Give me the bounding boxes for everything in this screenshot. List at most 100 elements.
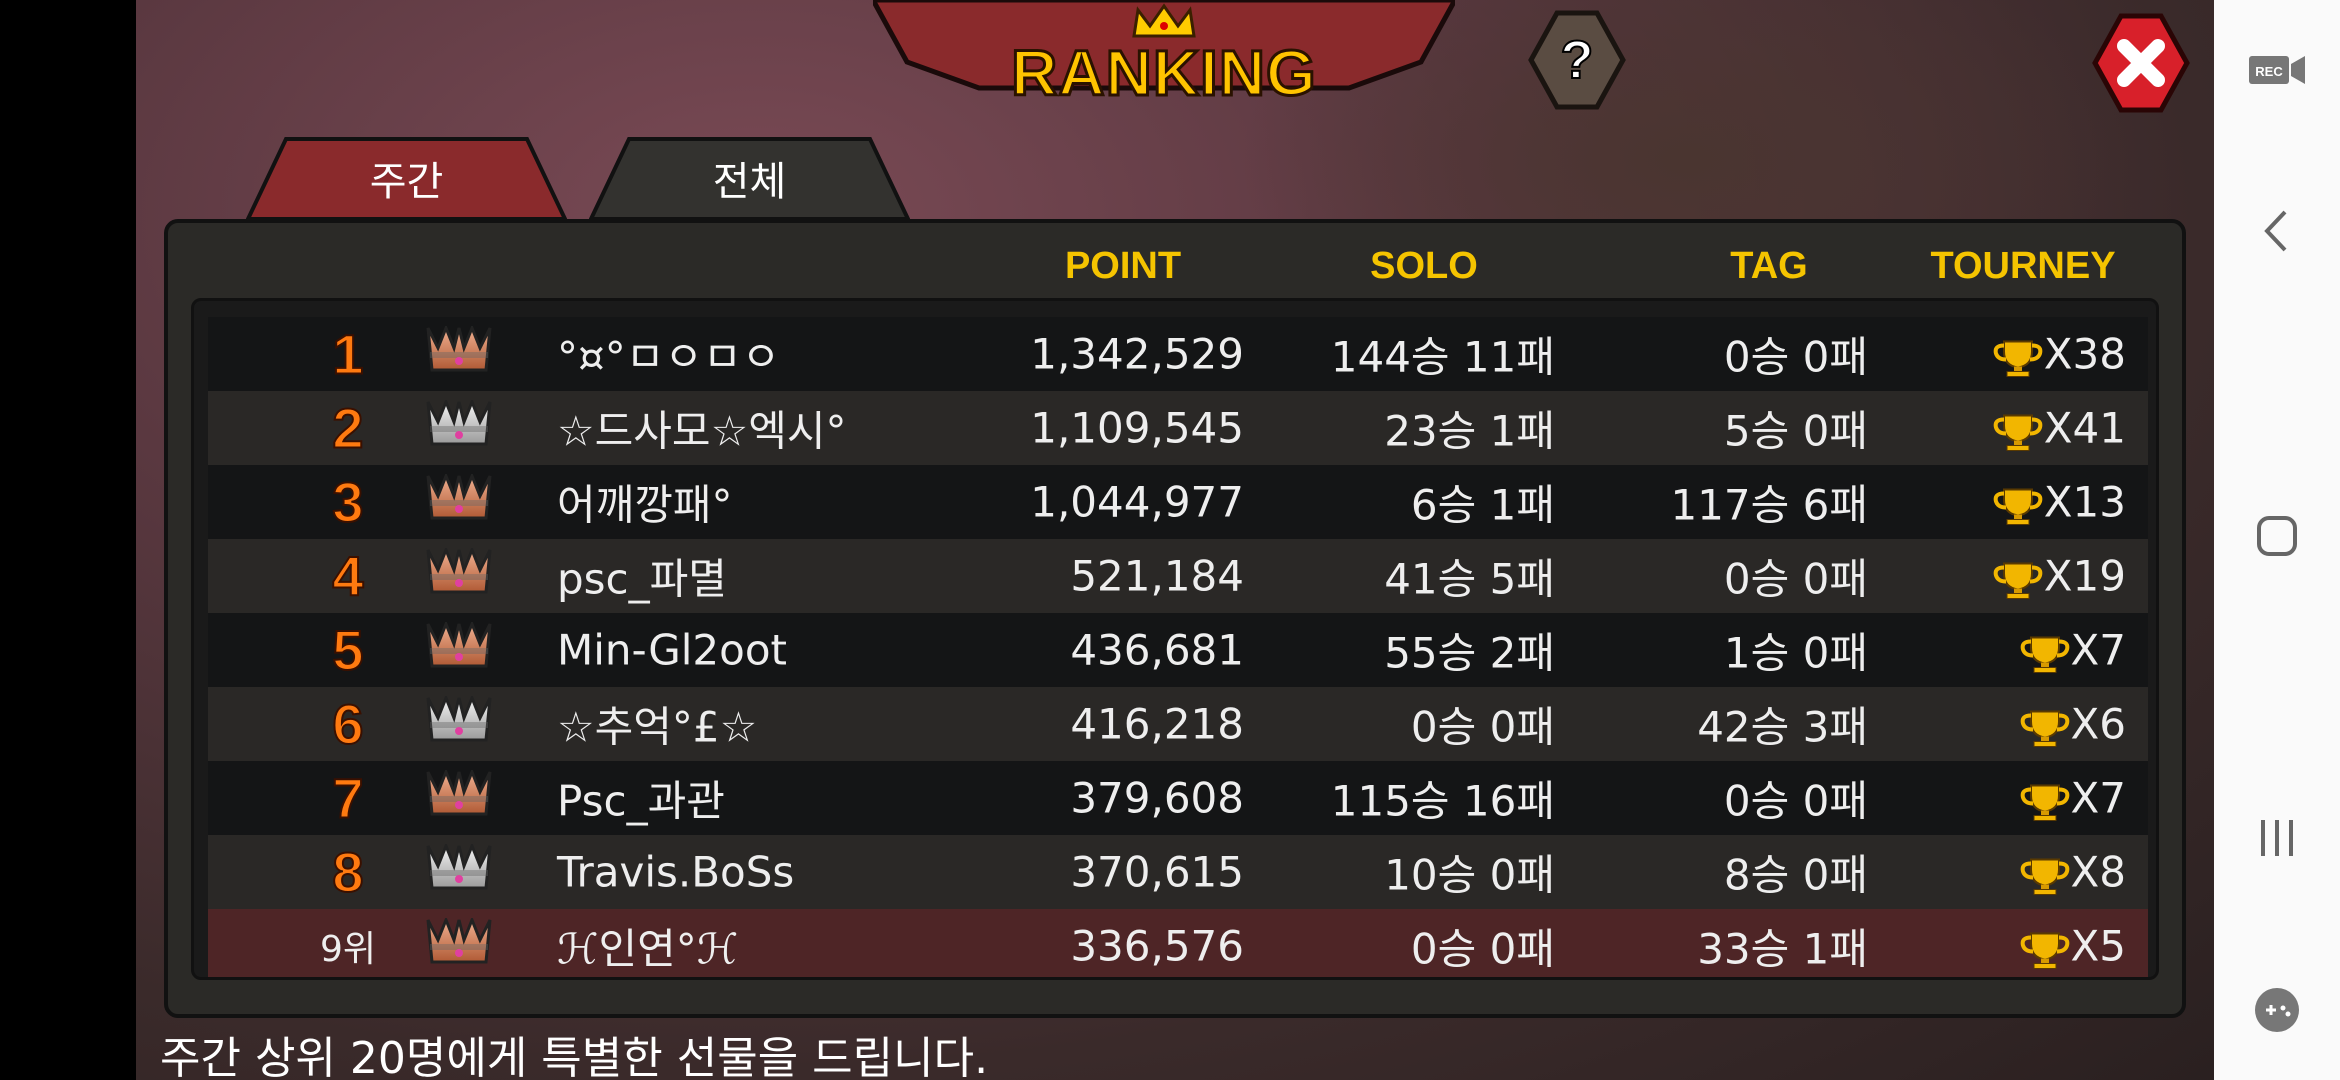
rank-number: 5 [331, 618, 364, 683]
table-row[interactable]: 2 ☆드사모☆엑시° 1,109,545 23승 1패 5승 0패 X41 [208, 391, 2148, 465]
solo-record: 23승 1패 [1384, 406, 1555, 456]
tourney-count: X41 [2043, 403, 2126, 453]
home-button[interactable] [2214, 514, 2340, 562]
bronze-crown-icon [426, 471, 492, 520]
footer-notice: 주간 상위 20명에게 특별한 선물을 드립니다. [160, 1033, 989, 1080]
tourney-count: X19 [2043, 551, 2126, 601]
trophy-icon [2020, 636, 2069, 673]
tab-weekly-label: 주간 [369, 159, 444, 205]
tourney-count: X6 [2070, 699, 2127, 749]
ranking-list[interactable]: 1 °¤°ㅁㅇㅁㅇ 1,342,529 144승 11패 0승 0패 X38 2 … [191, 298, 2159, 980]
solo-record: 144승 11패 [1330, 332, 1555, 382]
back-button[interactable] [2214, 208, 2340, 258]
point-value: 336,576 [1070, 921, 1244, 971]
rec-icon: REC [2249, 56, 2305, 84]
tourney-wins: X7 [2019, 773, 2127, 823]
tourney-count: X38 [2043, 329, 2126, 379]
rank-number: 8 [331, 840, 364, 905]
point-value: 1,342,529 [1030, 329, 1244, 379]
silver-crown-icon [426, 397, 492, 446]
bronze-crown-icon [426, 767, 492, 816]
screen-record-button[interactable]: REC [2214, 52, 2340, 92]
tag-record: 0승 0패 [1723, 332, 1868, 382]
crown-badge [424, 841, 494, 900]
player-name: Travis.BoSs [557, 847, 795, 897]
trophy-icon [1993, 488, 2043, 525]
point-value: 1,044,977 [1030, 477, 1244, 527]
tag-record: 5승 0패 [1723, 406, 1868, 456]
solo-record: 115승 16패 [1330, 776, 1555, 826]
tab-weekly[interactable]: 주간 [246, 137, 567, 219]
column-header-solo: SOLO [1370, 245, 1478, 287]
tag-record: 1승 0패 [1723, 628, 1868, 678]
tourney-count: X7 [2070, 625, 2127, 675]
tag-record: 8승 0패 [1723, 850, 1868, 900]
crown-badge [424, 767, 494, 826]
close-icon [2092, 13, 2190, 113]
question-icon: ? [1528, 10, 1626, 110]
svg-text:?: ? [1561, 30, 1594, 90]
column-header-tourney: TOURNEY [1930, 245, 2116, 287]
bronze-crown-icon [426, 915, 492, 964]
trophy-icon [1993, 414, 2043, 451]
table-row[interactable]: 4 psc_파멸 521,184 41승 5패 0승 0패 X19 [208, 539, 2148, 613]
crown-badge [424, 471, 494, 530]
rank-number: 4 [331, 544, 364, 609]
rank-number: 2 [331, 396, 364, 461]
point-value: 521,184 [1070, 551, 1244, 601]
gamepad-icon [2255, 988, 2299, 1032]
table-row[interactable]: 7 Psc_과관 379,608 115승 16패 0승 0패 X7 [208, 761, 2148, 835]
point-value: 1,109,545 [1030, 403, 1244, 453]
player-name: Min-Gl2oot [557, 625, 788, 675]
trophy-icon [1993, 562, 2043, 599]
crown-badge [424, 693, 494, 752]
game-screen: RANKING ? 주간 전체 POINT SOLO TAG TOURNEY 1… [136, 0, 2214, 1080]
column-header-tag: TAG [1730, 245, 1808, 287]
table-row[interactable]: 8 Travis.BoSs 370,615 10승 0패 8승 0패 X8 [208, 835, 2148, 909]
solo-record: 0승 0패 [1410, 702, 1555, 752]
close-button[interactable] [2091, 13, 2191, 113]
page-title: RANKING [1010, 36, 1318, 111]
rank-number: 3 [331, 470, 364, 535]
tourney-count: X7 [2070, 773, 2127, 823]
tourney-count: X5 [2070, 921, 2127, 971]
tab-all[interactable]: 전체 [589, 137, 910, 219]
rank-number: 7 [331, 766, 364, 831]
tourney-wins: X38 [1992, 330, 2126, 379]
table-row[interactable]: 5 Min-Gl2oot 436,681 55승 2패 1승 0패 X7 [208, 613, 2148, 687]
bronze-crown-icon [426, 323, 492, 372]
trophy-icon [2020, 932, 2069, 969]
crown-badge [424, 545, 494, 604]
solo-record: 55승 2패 [1384, 628, 1555, 678]
tourney-wins: X5 [2019, 921, 2127, 971]
crown-badge [424, 619, 494, 678]
table-row[interactable]: 1 °¤°ㅁㅇㅁㅇ 1,342,529 144승 11패 0승 0패 X38 [208, 317, 2148, 391]
tag-record: 42승 3패 [1697, 702, 1868, 752]
recents-icon [2261, 820, 2293, 856]
rank-number: 6 [331, 692, 364, 757]
my-rank-row[interactable]: 9위 ℋ인연°ℋ 336,576 0승 0패 33승 1패 X5 [208, 909, 2148, 977]
rec-label: REC [2255, 64, 2283, 79]
tourney-wins: X8 [2019, 848, 2126, 897]
trophy-icon [2020, 858, 2069, 895]
silver-crown-icon [426, 841, 492, 890]
player-name: °¤°ㅁㅇㅁㅇ [557, 332, 781, 382]
recents-button[interactable] [2214, 816, 2340, 864]
title-banner: RANKING [873, 0, 1455, 120]
player-name: ☆드사모☆엑시° [557, 406, 847, 456]
table-row[interactable]: 6 ☆추억°£☆ 416,218 0승 0패 42승 3패 X6 [208, 687, 2148, 761]
home-icon [2257, 516, 2297, 556]
tab-all-label: 전체 [712, 159, 787, 205]
solo-record: 10승 0패 [1384, 850, 1555, 900]
crown-badge [424, 915, 494, 974]
crown-badge [424, 323, 494, 382]
tourney-wins: X41 [1992, 404, 2126, 453]
help-button[interactable]: ? [1527, 10, 1627, 110]
table-row[interactable]: 3 어깨깡패° 1,044,977 6승 1패 117승 6패 X13 [208, 465, 2148, 539]
tourney-wins: X13 [1992, 478, 2126, 527]
crown-badge [424, 397, 494, 456]
game-tools-button[interactable] [2214, 986, 2340, 1038]
player-name: ☆추억°£☆ [557, 702, 758, 752]
solo-record: 0승 0패 [1410, 924, 1555, 974]
tourney-count: X13 [2043, 477, 2126, 527]
